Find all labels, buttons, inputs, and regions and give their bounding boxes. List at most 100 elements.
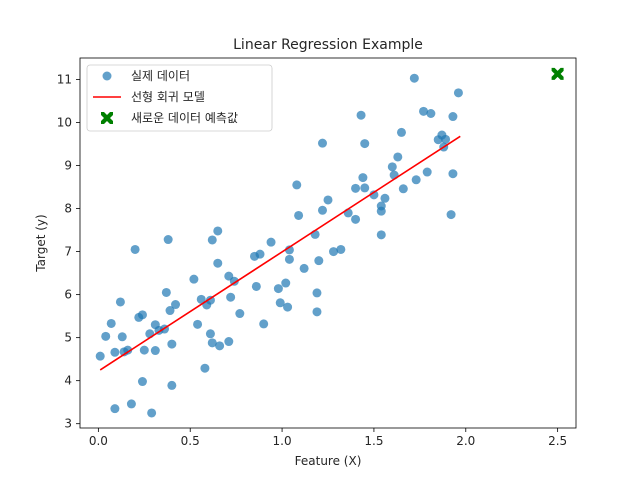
- data-point: [213, 226, 223, 236]
- data-point: [137, 377, 147, 387]
- legend-label-actual: 실제 데이터: [131, 69, 190, 83]
- data-point: [312, 307, 322, 317]
- data-point: [358, 173, 368, 183]
- data-point: [273, 284, 283, 294]
- data-point: [360, 139, 370, 149]
- scatter-series: [95, 73, 463, 418]
- data-point: [224, 337, 234, 347]
- data-point: [422, 167, 432, 177]
- data-point: [396, 127, 406, 137]
- data-point: [205, 329, 215, 339]
- data-point: [389, 170, 399, 180]
- data-point: [165, 306, 175, 316]
- data-point: [147, 408, 157, 418]
- data-point: [207, 338, 217, 348]
- data-point: [376, 230, 386, 240]
- data-point: [312, 288, 322, 298]
- data-point: [453, 88, 463, 98]
- y-tick-label: 5: [64, 331, 72, 345]
- data-point: [441, 134, 451, 144]
- x-tick-label: 2.5: [548, 434, 567, 448]
- data-point: [294, 210, 304, 220]
- data-point: [292, 180, 302, 190]
- y-tick-label: 4: [64, 374, 72, 388]
- data-point: [193, 319, 203, 329]
- data-point: [426, 109, 436, 118]
- data-point: [196, 294, 206, 304]
- data-point: [317, 205, 327, 215]
- data-point: [226, 292, 236, 302]
- chart-title: Linear Regression Example: [233, 37, 423, 53]
- data-point: [360, 183, 370, 193]
- data-point: [171, 300, 181, 310]
- data-point: [369, 190, 379, 200]
- data-point: [314, 256, 324, 266]
- x-tick-label: 0.5: [181, 434, 200, 448]
- data-point: [106, 318, 116, 328]
- data-point: [117, 332, 127, 342]
- y-tick-label: 7: [64, 245, 72, 259]
- legend-box: [86, 64, 273, 132]
- data-point: [235, 309, 245, 319]
- prediction-series: [551, 67, 564, 80]
- data-point: [323, 195, 333, 205]
- data-point: [95, 351, 105, 361]
- y-axis: 3 4 5 6 7 8 9 10 11: [57, 73, 80, 431]
- data-point: [446, 210, 456, 220]
- legend-label-model: 선형 회귀 모델: [131, 90, 205, 104]
- data-point: [283, 302, 293, 312]
- data-point: [376, 206, 386, 216]
- data-point: [409, 73, 419, 83]
- data-point: [150, 346, 160, 356]
- x-tick-label: 1.5: [364, 434, 383, 448]
- data-point: [123, 345, 133, 355]
- data-point: [387, 162, 397, 172]
- legend-label-prediction: 새로운 데이터 예측값: [131, 111, 238, 125]
- data-point: [380, 193, 390, 203]
- data-point: [284, 245, 294, 255]
- y-tick-label: 11: [57, 73, 72, 87]
- data-point: [351, 183, 361, 193]
- legend: 실제 데이터 선형 회귀 모델 새로운 데이터 예측값: [86, 64, 273, 132]
- x-axis: 0.0 0.5 1.0 1.5 2.0 2.5: [89, 428, 567, 448]
- data-point: [101, 331, 111, 341]
- data-point: [251, 281, 261, 291]
- data-point: [205, 295, 215, 305]
- data-point: [317, 138, 327, 148]
- data-point: [115, 297, 125, 307]
- y-tick-label: 10: [57, 116, 72, 130]
- data-point: [281, 278, 291, 288]
- data-point: [137, 310, 147, 320]
- data-point: [255, 249, 265, 259]
- data-point: [299, 263, 309, 273]
- data-point: [189, 274, 199, 284]
- data-point: [130, 244, 140, 254]
- data-point: [336, 244, 346, 254]
- data-point: [393, 152, 403, 162]
- data-point: [398, 184, 408, 194]
- x-tick-label: 2.0: [456, 434, 475, 448]
- data-point: [163, 235, 173, 245]
- legend-scatter-swatch: [102, 71, 112, 81]
- data-point: [207, 235, 217, 245]
- data-point: [275, 298, 285, 308]
- data-point: [110, 347, 120, 357]
- data-point: [126, 399, 136, 409]
- y-tick-label: 8: [64, 202, 72, 216]
- y-tick-label: 9: [64, 159, 72, 173]
- data-point: [351, 214, 361, 224]
- data-point: [266, 237, 276, 247]
- data-point: [200, 363, 210, 373]
- x-axis-title: Feature (X): [295, 454, 362, 468]
- x-tick-label: 0.0: [89, 434, 108, 448]
- data-point: [329, 247, 339, 257]
- data-point: [419, 106, 429, 116]
- data-point: [167, 380, 177, 390]
- regression-line-series: [99, 135, 461, 371]
- data-point: [411, 175, 421, 185]
- regression-line: [99, 135, 461, 371]
- x-tick-label: 1.0: [273, 434, 292, 448]
- data-point: [259, 319, 269, 329]
- legend-x-marker-swatch: [101, 112, 113, 124]
